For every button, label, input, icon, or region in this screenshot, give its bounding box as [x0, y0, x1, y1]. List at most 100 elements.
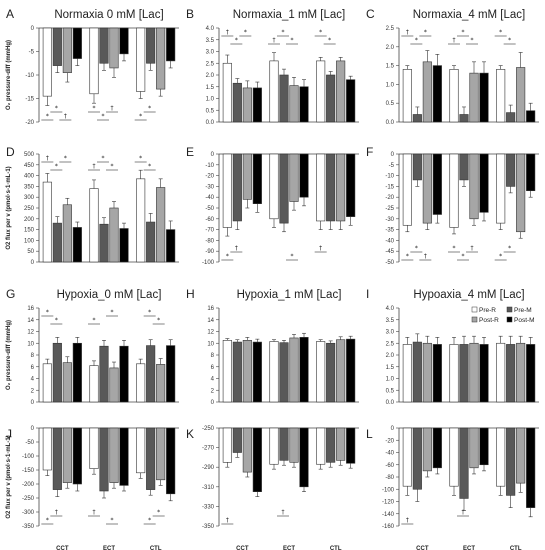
bar-pre-r-ctl — [136, 363, 146, 403]
bar-pre-m-cct — [412, 153, 422, 181]
category-label: ECT — [283, 546, 295, 550]
bar-pre-m-ctl — [146, 345, 156, 403]
y-tick-label: 4.0 — [206, 26, 215, 32]
y-tick-label: 0 — [211, 400, 215, 406]
panel-title: Normaxia_1 mM [Lac] — [233, 9, 345, 21]
y-tick-label: 1.0 — [206, 97, 215, 103]
y-tick-label: 0.5 — [386, 101, 395, 107]
bar-pre-r-cct — [42, 363, 52, 403]
sig-marker: * — [406, 253, 409, 260]
legend-label: Post-M — [514, 317, 535, 324]
bar-pre-m-cct — [412, 427, 422, 490]
bar-pre-r-ect — [89, 27, 99, 95]
bar-post-m-ctl — [346, 427, 356, 464]
panel-e: E 0 -10 -20 -30 -40 -50 -60 -70 -80 -90 -100 * † * † — [186, 145, 359, 266]
y-tick-label: 0 — [391, 152, 395, 158]
bar-post-m-cct — [432, 153, 442, 215]
panel-c: C Normaxia_4 mM [Lac] 0.0 0.5 1.0 1.5 2.0 2.5 † *… — [366, 7, 539, 126]
y-tick-label: -50 — [25, 440, 34, 446]
legend: Pre-R Pre-M Post-R Post-M — [471, 306, 535, 324]
y-tick-label: 0.0 — [206, 120, 215, 126]
y-tick-label: -80 — [205, 238, 214, 244]
sig-marker: † — [319, 245, 322, 252]
bar-pre-r-cct — [42, 181, 52, 263]
sig-marker: * — [499, 253, 502, 260]
bar-post-r-ctl — [156, 364, 166, 403]
category-label: ECT — [463, 546, 475, 550]
y-tick-label: -15 — [25, 97, 34, 103]
bar-post-r-ect — [289, 85, 299, 123]
bar-post-r-cct — [62, 362, 72, 403]
bar-pre-r-ctl — [316, 427, 326, 465]
sig-marker: * — [499, 29, 502, 36]
y-tick-label: 10 — [27, 341, 34, 347]
y-tick-label: 2.0 — [206, 73, 215, 79]
bar-post-r-ect — [109, 367, 119, 403]
sig-marker: * — [291, 37, 294, 44]
bar-post-r-cct — [422, 153, 432, 224]
bar-pre-m-ect — [459, 153, 469, 181]
panel-letter: I — [366, 287, 369, 301]
sig-marker: † — [406, 517, 409, 524]
bar-pre-r-cct — [42, 427, 52, 471]
sig-marker: * — [244, 29, 247, 36]
sig-marker: * — [415, 37, 418, 44]
panel-k: K -250 -270 -290 -310 -330 -350 CCT ECT CTL † † — [186, 426, 359, 550]
y-tick-label: 10 — [207, 341, 214, 347]
bar-pre-m-ctl — [506, 153, 516, 187]
y-tick-label: 3.0 — [386, 330, 395, 336]
y-tick-label: 0.0 — [386, 120, 395, 126]
y-tick-label: 400 — [24, 174, 35, 180]
bar-post-r-ctl — [156, 27, 166, 90]
bar-post-r-ect — [109, 427, 119, 483]
y-tick-label: -10 — [25, 73, 34, 79]
y-tick-label: 1.5 — [206, 85, 215, 91]
bar-post-r-ctl — [336, 153, 346, 222]
bar-pre-r-cct — [222, 153, 232, 228]
y-tick-label: -270 — [202, 446, 215, 452]
bar-pre-m-ctl — [146, 221, 156, 263]
bar-post-r-ctl — [156, 187, 166, 263]
panel-letter: B — [186, 7, 194, 21]
bar-post-m-cct — [432, 427, 442, 469]
bar-pre-r-cct — [222, 427, 232, 463]
bar-pre-m-cct — [52, 222, 62, 263]
panel-letter: D — [6, 145, 15, 159]
y-tick-label: 350 — [24, 184, 35, 190]
category-label: CTL — [150, 546, 162, 550]
sig-marker: † — [424, 253, 427, 260]
bar-post-m-cct — [72, 227, 82, 263]
y-tick-label: 450 — [24, 163, 35, 169]
bar-post-m-ect — [119, 427, 129, 486]
y-tick-label: -330 — [202, 504, 215, 510]
panel-title: Hypoxia_1 mM [Lac] — [237, 289, 342, 301]
y-tick-label: 0 — [211, 152, 215, 158]
bar-post-r-ctl — [516, 67, 526, 123]
y-tick-label: 8 — [31, 353, 35, 359]
bar-post-r-cct — [242, 153, 252, 200]
bar-pre-r-cct — [402, 153, 412, 226]
panel-j: JO2 flux per v (pmol·s-1·mL-1) 0 -50 -100 -1… — [6, 426, 179, 550]
legend-swatch — [506, 316, 513, 323]
sig-marker: * — [102, 155, 105, 162]
bar-pre-r-ect — [449, 344, 459, 403]
bar-post-m-ctl — [346, 153, 356, 217]
sig-marker: * — [55, 317, 58, 324]
bar-post-r-ect — [289, 427, 299, 463]
bar-pre-r-cct — [42, 27, 52, 97]
y-tick-label: -350 — [202, 524, 215, 530]
bar-pre-r-ctl — [136, 178, 146, 263]
bar-post-m-cct — [72, 27, 82, 59]
bar-post-m-ect — [119, 345, 129, 403]
bar-pre-r-ect — [449, 69, 459, 123]
bar-pre-m-ctl — [326, 153, 336, 222]
sig-marker: * — [46, 309, 49, 316]
sig-marker: * — [93, 317, 96, 324]
y-tick-label: 2.0 — [386, 353, 395, 359]
sig-marker: * — [139, 113, 142, 120]
sig-marker: † — [406, 29, 409, 36]
sig-marker: * — [102, 113, 105, 120]
y-tick-label: 3.0 — [206, 50, 215, 56]
y-tick-label: 3.5 — [206, 38, 215, 44]
